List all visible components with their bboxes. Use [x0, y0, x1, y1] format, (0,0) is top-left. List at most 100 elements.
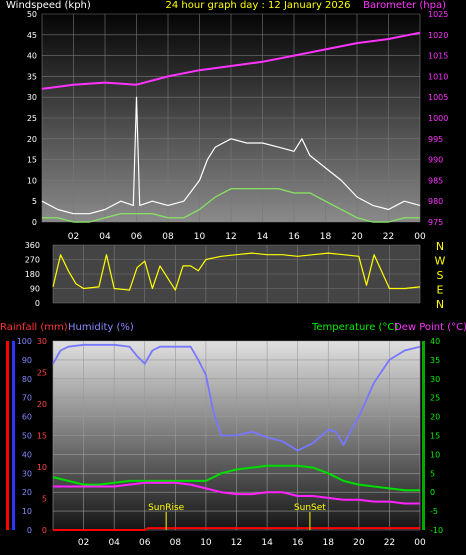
- barometer-tick-label: 985: [428, 176, 443, 185]
- humidity-tick-label: 0: [27, 526, 32, 535]
- temp-x-tick: 14: [261, 538, 273, 548]
- graph-title: 24 hour graph day : 12 January 2026: [166, 0, 351, 11]
- direction-tick-label: 270: [25, 256, 40, 265]
- wind-gust-line: [41, 96, 421, 215]
- temp-axis-bar: [422, 341, 425, 530]
- temp-tick-label: 10: [430, 450, 440, 459]
- wind-tick-label: 15: [27, 156, 37, 165]
- temp-tick-label: 35: [430, 356, 440, 365]
- temp-x-tick: 22: [384, 538, 395, 548]
- humidity-axis-title: Humidity (%): [68, 322, 134, 333]
- wind-x-tick: 04: [99, 232, 111, 242]
- temp-tick-label: 20: [430, 413, 440, 422]
- temp-tick-label: 5: [430, 469, 435, 478]
- wind-x-tick: 02: [68, 232, 79, 242]
- wind-tick-label: 35: [27, 72, 37, 81]
- barometer-tick-label: 980: [428, 197, 443, 206]
- rain-tick-label: 25: [37, 369, 47, 378]
- dewpoint-line: [53, 481, 420, 505]
- humidity-tick-label: 60: [22, 413, 32, 422]
- barometer-tick-label: 990: [428, 156, 443, 165]
- wind-x-tick: 20: [351, 232, 363, 242]
- wind-x-tick: 10: [194, 232, 206, 242]
- rainfall-line: [53, 527, 420, 531]
- wind-x-tick: 12: [225, 232, 236, 242]
- temp-x-tick: 08: [170, 538, 182, 548]
- compass-label: N: [436, 298, 444, 311]
- compass-label: N: [436, 240, 444, 253]
- humidity-tick-label: 50: [22, 432, 32, 441]
- wind-x-tick: 00: [414, 232, 426, 242]
- temp-tick-label: 30: [430, 375, 440, 384]
- humidity-tick-label: 30: [22, 469, 32, 478]
- temperature-line: [52, 464, 420, 492]
- wind-axis-title: Windspeed (kph): [6, 0, 91, 11]
- wind-tick-label: 30: [27, 93, 37, 102]
- dewpoint-axis-title: Dew Point (°C): [394, 322, 466, 333]
- direction-tick-label: 180: [25, 270, 40, 279]
- wind-x-tick: 22: [383, 232, 394, 242]
- wind-direction-line: [52, 252, 421, 291]
- temp-tick-label: 15: [430, 432, 440, 441]
- barometer-axis-title: Barometer (hpa): [363, 0, 446, 11]
- rain-tick-label: 30: [37, 337, 47, 346]
- rain-axis-bar: [6, 341, 9, 530]
- wind-tick-label: 40: [27, 52, 37, 61]
- temp-tick-label: -10: [430, 526, 443, 535]
- sunset-label: SunSet: [294, 503, 326, 513]
- wind-tick-label: 10: [27, 176, 37, 185]
- rain-tick-label: 10: [37, 463, 47, 472]
- temp-x-tick: 06: [139, 538, 151, 548]
- wind-x-tick: 18: [320, 232, 332, 242]
- direction-tick-label: 0: [35, 299, 40, 308]
- temp-tick-label: 0: [430, 488, 435, 497]
- compass-label: S: [437, 269, 444, 282]
- humidity-tick-label: 40: [22, 450, 32, 459]
- temp-tick-label: -5: [430, 507, 438, 516]
- temp-tick-label: 25: [430, 394, 440, 403]
- barometer-tick-label: 1010: [428, 72, 448, 81]
- wind-speed-line: [42, 187, 420, 223]
- wind-tick-label: 5: [32, 197, 37, 206]
- humidity-tick-label: 100: [17, 337, 32, 346]
- temp-x-tick: 10: [200, 538, 212, 548]
- rain-tick-label: 5: [42, 495, 47, 504]
- barometer-tick-label: 995: [428, 135, 443, 144]
- rain-tick-label: 0: [42, 526, 47, 535]
- direction-tick-label: 90: [30, 285, 40, 294]
- temp-x-tick: 18: [323, 538, 335, 548]
- wind-tick-label: 20: [27, 135, 37, 144]
- humidity-tick-label: 80: [22, 375, 32, 384]
- barometer-tick-label: 1020: [428, 31, 448, 40]
- barometer-line: [41, 31, 421, 90]
- direction-tick-label: 360: [25, 241, 40, 250]
- rainfall-axis-title: Rainfall (mm): [0, 322, 68, 333]
- wind-tick-label: 50: [27, 10, 37, 19]
- humidity-axis-bar: [12, 341, 15, 530]
- compass-label: W: [435, 255, 446, 268]
- temp-x-tick: 12: [231, 538, 242, 548]
- wind-x-tick: 16: [288, 232, 300, 242]
- barometer-tick-label: 975: [428, 218, 443, 227]
- humidity-line: [52, 343, 421, 452]
- rain-tick-label: 20: [37, 400, 47, 409]
- temp-x-tick: 02: [78, 538, 89, 548]
- sunrise-label: SunRise: [148, 503, 185, 513]
- wind-tick-label: 25: [27, 114, 37, 123]
- temp-x-tick: 00: [414, 538, 426, 548]
- temp-x-tick: 20: [353, 538, 365, 548]
- humidity-tick-label: 20: [22, 488, 32, 497]
- barometer-tick-label: 1015: [428, 52, 448, 61]
- wind-tick-label: 0: [32, 218, 37, 227]
- compass-label: E: [437, 284, 444, 297]
- wind-x-tick: 06: [131, 232, 143, 242]
- barometer-tick-label: 1025: [428, 10, 448, 19]
- humidity-tick-label: 70: [22, 394, 32, 403]
- temperature-axis-title: Temperature (°C): [311, 322, 398, 333]
- temp-x-tick: 04: [108, 538, 120, 548]
- barometer-tick-label: 1000: [428, 114, 448, 123]
- temp-x-tick: 16: [292, 538, 304, 548]
- wind-tick-label: 45: [27, 31, 37, 40]
